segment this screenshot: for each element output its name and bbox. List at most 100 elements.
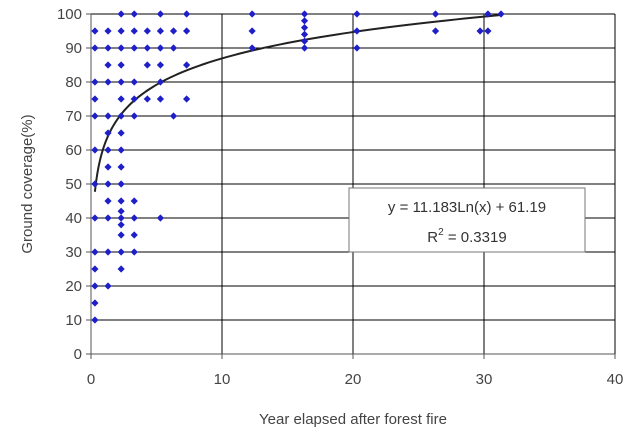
y-tick-labels: 0 10 20 30 40 50 60 70 80 90 100 [57,6,82,363]
data-point [484,10,492,18]
y-axis-title: Ground coverage(%) [19,114,36,253]
data-point [117,248,125,256]
data-point [248,44,256,52]
data-point [117,61,125,69]
data-point [353,27,361,35]
x-tick-labels: 0 10 20 30 40 [87,371,624,388]
data-point [156,10,165,18]
x-axis-title: Year elapsed after forest fire [259,411,447,428]
data-point [169,27,178,35]
data-point [117,214,125,222]
data-point [91,95,99,103]
data-point [300,37,309,45]
data-point [91,112,99,120]
trendline-equation: y = 11.183Ln(x) + 61.19 [388,199,546,216]
data-point [143,61,151,69]
data-point [91,44,99,52]
y-tick-label: 20 [65,278,82,295]
data-points [91,10,505,324]
axes [86,13,616,359]
r-squared-symbol: R [427,229,438,246]
y-tick-label: 80 [65,74,82,91]
data-point [156,44,165,52]
data-point [104,129,112,137]
data-point [104,282,112,290]
data-point [130,248,138,256]
data-point [117,27,125,35]
x-tick-label: 0 [87,371,95,388]
data-point [117,112,125,120]
data-point [104,146,112,154]
x-tick-label: 20 [345,371,362,388]
data-point [104,27,112,35]
data-point [183,10,191,18]
data-point [117,129,125,137]
r-squared-superscript: 2 [438,227,444,238]
x-tick-label: 40 [607,371,624,388]
data-point [300,17,309,25]
data-point [117,95,125,103]
data-point [300,10,309,18]
data-point [91,214,99,222]
data-point [91,180,99,188]
y-tick-label: 30 [65,244,82,261]
data-point [117,146,125,154]
data-point [353,44,361,52]
data-point [117,197,125,205]
data-point [104,248,112,256]
data-point [104,112,112,120]
data-point [117,78,125,86]
data-point [130,231,138,239]
data-point [91,265,99,273]
data-point [117,221,125,229]
data-point [91,282,99,290]
data-point [91,316,99,324]
data-point [104,197,112,205]
data-point [104,78,112,86]
data-point [183,27,191,35]
equation-box: y = 11.183Ln(x) + 61.19 R2 = 0.3319 [348,187,586,253]
x-tick-label: 30 [476,371,493,388]
data-point [117,207,125,215]
data-point [104,61,112,69]
y-tick-label: 100 [57,6,82,23]
y-tick-label: 60 [65,142,82,159]
data-point [183,95,191,103]
y-tick-label: 50 [65,176,82,193]
data-point [497,10,505,18]
data-point [143,27,151,35]
data-point [431,10,440,18]
data-point [484,27,492,35]
data-point [143,44,151,52]
y-tick-label: 70 [65,108,82,125]
y-tick-label: 0 [74,346,82,363]
data-point [91,248,99,256]
data-point [183,61,191,69]
data-point [169,44,178,52]
data-point [91,299,99,307]
data-point [130,10,138,18]
data-point [117,231,125,239]
data-point [117,265,125,273]
data-point [476,27,484,35]
data-point [130,112,138,120]
r-squared-label: R2 = 0.3319 [427,227,506,246]
data-point [248,10,256,18]
data-point [169,112,178,120]
data-point [91,78,99,86]
data-point [156,78,165,86]
equation-box-frame [348,187,586,253]
data-point [104,214,112,222]
data-point [431,27,440,35]
data-point [130,197,138,205]
data-point [117,163,125,171]
data-point [156,61,165,69]
data-point [248,27,256,35]
data-point [130,214,138,222]
data-point [130,95,138,103]
y-tick-label: 10 [65,312,82,329]
data-point [91,146,99,154]
r-squared-value: = 0.3319 [444,229,507,246]
